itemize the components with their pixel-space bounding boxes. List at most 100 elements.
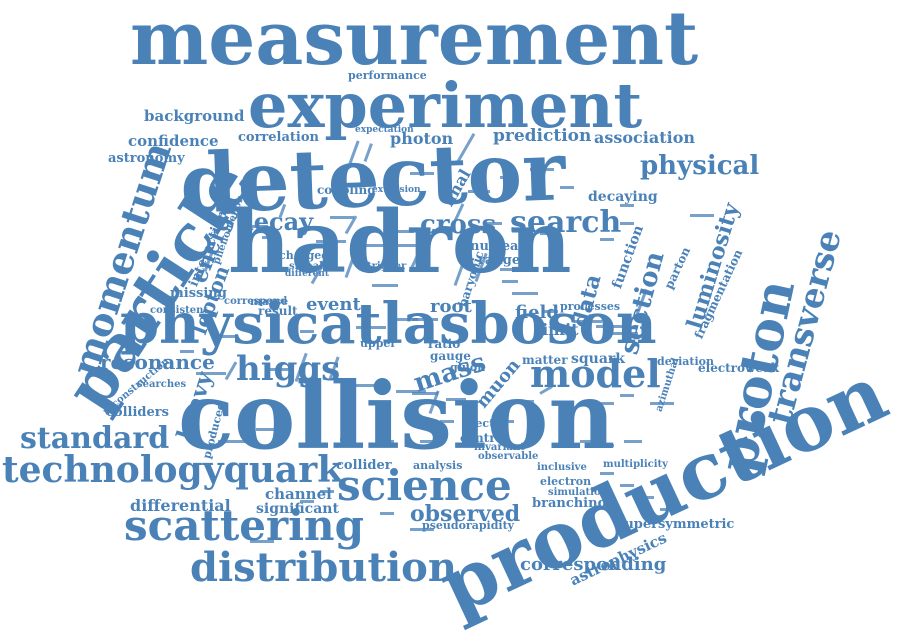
cloud-word: measurement: [130, 0, 699, 82]
filler-word-mark: [624, 440, 642, 443]
filler-word-mark: [580, 440, 594, 443]
cloud-word: experiment: [248, 69, 643, 142]
cloud-word: technologyquark: [2, 449, 343, 491]
cloud-word: correlation: [238, 130, 319, 145]
filler-word-mark: [600, 444, 614, 447]
cloud-word: expectation: [355, 125, 414, 135]
cloud-word: ratio: [428, 337, 461, 351]
filler-word-mark: [560, 420, 574, 423]
filler-word-mark: [300, 330, 314, 333]
cloud-word: extension: [372, 185, 421, 195]
cloud-word: resonance: [100, 350, 215, 374]
filler-word-mark: [446, 398, 466, 401]
filler-word-mark: [396, 390, 426, 393]
cloud-word: invariant: [474, 442, 525, 453]
filler-word-mark: [218, 440, 250, 443]
filler-word-mark: [366, 244, 386, 247]
cloud-word: observed: [410, 501, 521, 527]
filler-word-mark: [540, 232, 554, 235]
cloud-word: collider: [336, 458, 392, 473]
cloud-word: model: [530, 351, 661, 396]
filler-word-mark: [356, 326, 386, 329]
cloud-word: upper: [360, 337, 397, 350]
cloud-word: nuclear: [470, 239, 526, 254]
filler-word-mark: [262, 236, 278, 239]
cloud-word: supersymmetric: [617, 517, 735, 532]
cloud-word: significant: [256, 501, 339, 517]
cloud-word: multiplicity: [603, 459, 668, 470]
cloud-word: higgs: [236, 349, 341, 389]
filler-word-mark: [390, 230, 414, 233]
filler-word-mark: [316, 240, 346, 243]
cloud-word: distribution: [190, 544, 457, 591]
filler-word-mark: [468, 190, 490, 193]
filler-word-mark: [596, 325, 626, 328]
cloud-word: squark: [571, 351, 625, 367]
cloud-word: signal: [289, 261, 323, 272]
filler-word-mark: [484, 222, 502, 225]
filler-word-mark: [247, 225, 268, 228]
cloud-word: decaying: [588, 189, 658, 205]
filler-word-mark: [180, 350, 194, 353]
filler-word-mark: [380, 440, 394, 443]
cloud-word: physical: [640, 151, 760, 181]
cloud-word: different: [285, 269, 329, 279]
cloud-word: differential: [130, 496, 231, 515]
cloud-word: colliders: [106, 405, 169, 420]
filler-word-mark: [574, 320, 602, 323]
cloud-word: scattering: [124, 501, 364, 550]
cloud-word: inclusive: [537, 462, 587, 473]
cloud-word: gauge: [430, 349, 471, 363]
filler-word-mark: [542, 310, 558, 313]
cloud-word: charged: [279, 249, 329, 262]
filler-word-mark: [440, 420, 454, 423]
filler-word-mark: [412, 392, 438, 395]
cloud-word: channel: [265, 485, 332, 503]
cloud-word: simulation: [548, 487, 608, 498]
filler-word-mark: [660, 508, 674, 511]
cloud-word: vector: [469, 417, 508, 430]
cloud-word: processes: [560, 300, 621, 313]
cloud-word: confidence: [128, 132, 219, 150]
cloud-word: consistent: [150, 305, 208, 316]
cloud-word: event: [306, 294, 361, 315]
filler-word-mark: [690, 214, 714, 217]
filler-word-mark: [372, 284, 398, 287]
filler-word-mark: [520, 400, 534, 403]
cloud-word: limit: [536, 320, 579, 339]
cloud-word: decay: [237, 207, 314, 236]
filler-word-mark: [500, 420, 514, 423]
cloud-word: masse: [250, 295, 289, 308]
cloud-word: result: [258, 304, 298, 318]
cloud-word: range: [478, 253, 521, 268]
filler-word-mark: [340, 438, 354, 441]
filler-word-mark: [420, 440, 434, 443]
filler-word-mark: [410, 172, 434, 175]
filler-word-mark: [530, 168, 554, 171]
filler-word-mark: [620, 222, 634, 225]
cloud-word: association: [594, 128, 696, 147]
cloud-word: prediction: [493, 126, 592, 146]
cloud-word: field: [515, 302, 559, 323]
filler-word-mark: [410, 528, 434, 531]
filler-word-mark: [196, 372, 226, 375]
filler-word-mark: [512, 292, 538, 295]
cloud-word: correspond: [224, 296, 288, 307]
cloud-word: searches: [137, 379, 187, 390]
filler-word-mark: [268, 368, 290, 371]
cloud-word: corresponding: [520, 554, 667, 575]
filler-word-mark: [250, 540, 274, 543]
filler-word-mark: [600, 472, 614, 475]
cloud-word: centre: [460, 431, 504, 445]
cloud-word: science: [337, 461, 512, 510]
cloud-word: photon: [390, 129, 454, 148]
cloud-word: coupling: [317, 183, 376, 197]
cloud-word: hadron: [228, 192, 572, 293]
filler-word-mark: [612, 332, 638, 335]
filler-word-mark: [300, 500, 314, 503]
cloud-word: root: [430, 296, 472, 317]
filler-word-mark: [500, 268, 514, 271]
cloud-word: electroweak: [698, 361, 780, 375]
cloud-word: performance: [348, 69, 427, 82]
